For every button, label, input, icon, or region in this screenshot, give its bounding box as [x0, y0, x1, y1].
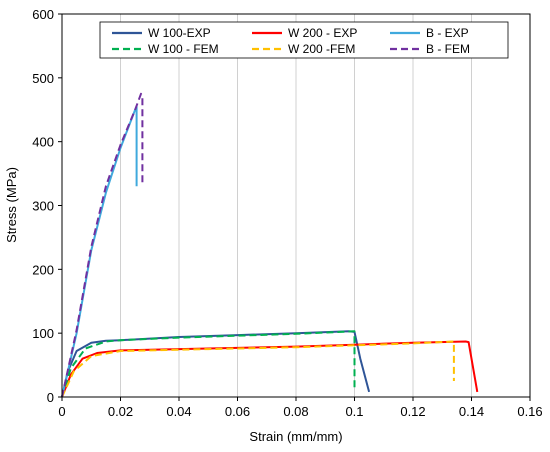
y-axis-title: Stress (MPa) [4, 167, 19, 243]
x-tick-label: 0.1 [345, 404, 363, 419]
y-tick-labels: 0 100 200 300 400 500 600 [32, 7, 62, 405]
y-tick-label: 600 [32, 7, 54, 22]
x-tick-label: 0 [58, 404, 65, 419]
series-line-w-200-fem [61, 340, 455, 398]
y-tick-label: 400 [32, 135, 54, 150]
series-line-w-100-fem [61, 330, 356, 398]
legend-box [99, 21, 509, 59]
x-tick-label: 0.08 [283, 404, 308, 419]
legend-label: W 200 - EXP [288, 26, 357, 40]
legend-label: B - FEM [426, 42, 470, 56]
x-tick-label: 0.16 [517, 404, 542, 419]
x-tick-label: 0.04 [166, 404, 191, 419]
grid-lines [120, 14, 472, 397]
y-tick-label: 0 [47, 390, 54, 405]
series-line-b-fem [61, 92, 144, 398]
legend-label: B - EXP [426, 26, 469, 40]
legend-label: W 100-EXP [148, 26, 211, 40]
y-tick-label: 500 [32, 71, 54, 86]
y-tick-label: 100 [32, 326, 54, 341]
x-axis-title: Strain (mm/mm) [249, 429, 342, 444]
series-layer [61, 92, 479, 398]
x-tick-labels: 0 0.02 0.04 0.06 0.08 0.1 0.12 0.14 0.16 [58, 397, 543, 419]
y-tick-label: 200 [32, 262, 54, 277]
legend-label: W 200 -FEM [288, 42, 355, 56]
legend-label: W 100 - FEM [148, 42, 219, 56]
x-tick-label: 0.06 [225, 404, 250, 419]
x-tick-label: 0.02 [108, 404, 133, 419]
x-tick-label: 0.14 [459, 404, 484, 419]
y-tick-label: 300 [32, 199, 54, 214]
x-tick-label: 0.12 [400, 404, 425, 419]
legend: W 100-EXP W 200 - EXP B - EXP W 100 - FEM W … [99, 21, 509, 59]
